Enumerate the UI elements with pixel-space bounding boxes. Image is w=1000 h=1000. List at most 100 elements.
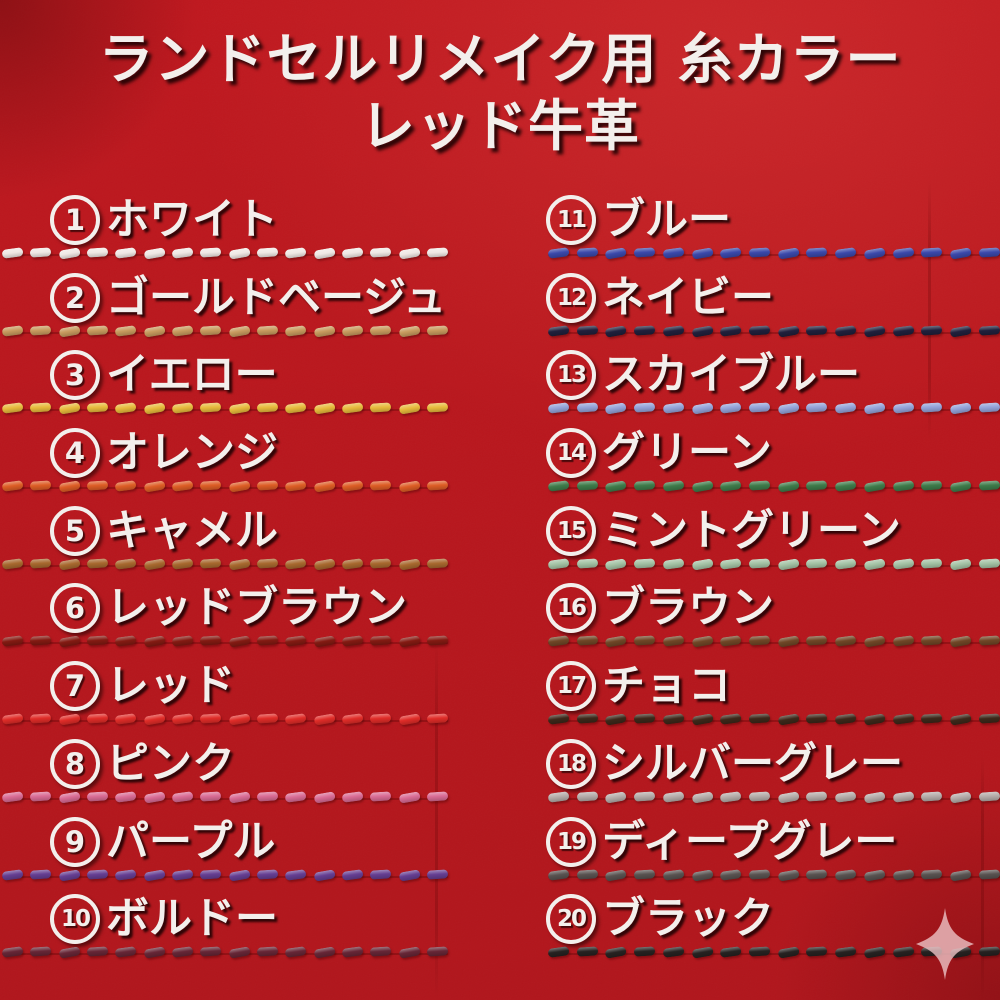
stitch-dash bbox=[86, 558, 109, 569]
stitch-dash bbox=[341, 557, 364, 570]
thread-item: 18 シルバーグレー bbox=[500, 738, 1000, 816]
stitch-dash bbox=[892, 247, 915, 259]
stitch-dash bbox=[863, 402, 886, 416]
stitch-dash bbox=[691, 946, 714, 959]
stitch-dash bbox=[200, 247, 222, 258]
stitch-dash bbox=[369, 402, 392, 414]
thread-item: 3 イエロー bbox=[0, 349, 500, 427]
stitch-dash bbox=[748, 324, 771, 336]
stitch-dash bbox=[284, 402, 307, 415]
thread-number-badge: 9 bbox=[50, 816, 100, 867]
stitch-dash bbox=[86, 868, 109, 880]
stitch-dash bbox=[1, 713, 24, 726]
stitch-dash bbox=[143, 480, 166, 493]
stitch-dash bbox=[200, 480, 222, 491]
stitch-dash bbox=[256, 713, 279, 724]
stitch-dash bbox=[892, 324, 915, 337]
stitch-dash bbox=[313, 635, 336, 649]
stitch-dash bbox=[719, 790, 742, 803]
thread-name-label: ゴールドベージュ bbox=[106, 272, 447, 323]
stitch-dash bbox=[114, 247, 137, 259]
stitch-dash bbox=[834, 247, 857, 259]
thread-item: 11 ブルー bbox=[500, 194, 1000, 272]
stitch-dash bbox=[748, 247, 771, 258]
stitch-dash bbox=[341, 946, 364, 959]
stitch-dash bbox=[143, 557, 166, 571]
stitch-dash bbox=[114, 557, 137, 570]
stitch-dash bbox=[633, 324, 656, 336]
stitch-dash bbox=[662, 946, 685, 959]
stitch-line-sample bbox=[1, 946, 449, 959]
stitch-dash bbox=[978, 713, 1000, 724]
stitch-line-sample bbox=[547, 635, 1000, 649]
stitch-dash bbox=[604, 402, 628, 416]
thread-item-label-row: 10 ボルドー bbox=[0, 893, 500, 945]
stitch-dash bbox=[719, 635, 742, 648]
stitch-dash bbox=[748, 868, 771, 880]
stitch-dash bbox=[978, 868, 1000, 880]
stitch-dash bbox=[892, 635, 915, 648]
stitch-dash bbox=[834, 480, 857, 492]
stitch-dash bbox=[777, 713, 800, 726]
stitch-dash bbox=[834, 868, 857, 881]
stitch-dash bbox=[58, 480, 81, 493]
stitch-dash bbox=[576, 635, 599, 647]
stitch-dash bbox=[691, 247, 714, 260]
thread-item-label-row: 11 ブルー bbox=[500, 194, 1000, 246]
stitch-dash bbox=[86, 324, 109, 336]
stitch-dash bbox=[892, 557, 915, 570]
stitch-dash bbox=[949, 791, 972, 804]
stitch-dash bbox=[719, 946, 742, 959]
stitch-dash bbox=[834, 635, 857, 648]
thread-number-badge: 18 bbox=[546, 738, 596, 789]
stitch-dash bbox=[719, 247, 742, 259]
stitch-dash bbox=[341, 324, 364, 337]
stitch-dash bbox=[313, 557, 336, 571]
stitch-dash bbox=[426, 713, 449, 724]
stitch-dash bbox=[921, 402, 943, 414]
stitch-dash bbox=[604, 480, 628, 493]
stitch-dash bbox=[748, 402, 771, 414]
stitch-dash bbox=[256, 324, 279, 336]
stitch-line-sample bbox=[1, 790, 449, 804]
stitch-line-sample bbox=[547, 868, 1000, 882]
stitch-dash bbox=[892, 868, 915, 881]
stitch-dash bbox=[58, 557, 81, 571]
stitch-dash bbox=[398, 557, 421, 571]
stitch-line-sample bbox=[1, 713, 449, 726]
stitch-dash bbox=[949, 635, 972, 649]
stitch-dash bbox=[200, 791, 222, 802]
stitch-dash bbox=[426, 480, 449, 491]
page-title-line2: レッド牛革 bbox=[359, 94, 640, 158]
thread-name-label: ブラック bbox=[602, 894, 774, 945]
stitch-dash bbox=[719, 868, 742, 881]
stitch-dash bbox=[921, 946, 943, 957]
stitch-line-sample bbox=[1, 402, 449, 416]
stitch-dash bbox=[576, 324, 599, 336]
stitch-dash bbox=[426, 791, 449, 802]
thread-name-label: ミントグリーン bbox=[602, 505, 901, 556]
stitch-dash bbox=[256, 868, 279, 880]
stitch-dash bbox=[863, 713, 886, 726]
thread-item: 9 パープル bbox=[0, 816, 500, 894]
thread-name-label: キャメル bbox=[106, 505, 278, 556]
stitch-dash bbox=[892, 402, 915, 415]
stitch-dash bbox=[777, 868, 800, 882]
stitch-dash bbox=[576, 946, 599, 957]
stitch-dash bbox=[748, 635, 771, 647]
stitch-dash bbox=[806, 635, 828, 647]
stitch-line-sample bbox=[547, 247, 1000, 260]
stitch-dash bbox=[171, 557, 194, 570]
stitch-dash bbox=[834, 790, 857, 803]
stitch-dash bbox=[777, 480, 800, 493]
stitch-dash bbox=[86, 946, 109, 957]
stitch-dash bbox=[341, 713, 364, 726]
stitch-dash bbox=[228, 791, 251, 804]
stitch-dash bbox=[341, 480, 364, 492]
stitch-dash bbox=[547, 557, 570, 570]
stitch-dash bbox=[369, 247, 392, 258]
stitch-dash bbox=[777, 247, 800, 260]
stitch-dash bbox=[228, 402, 251, 416]
stitch-dash bbox=[748, 946, 771, 957]
thread-item: 17 チョコ bbox=[500, 660, 1000, 738]
